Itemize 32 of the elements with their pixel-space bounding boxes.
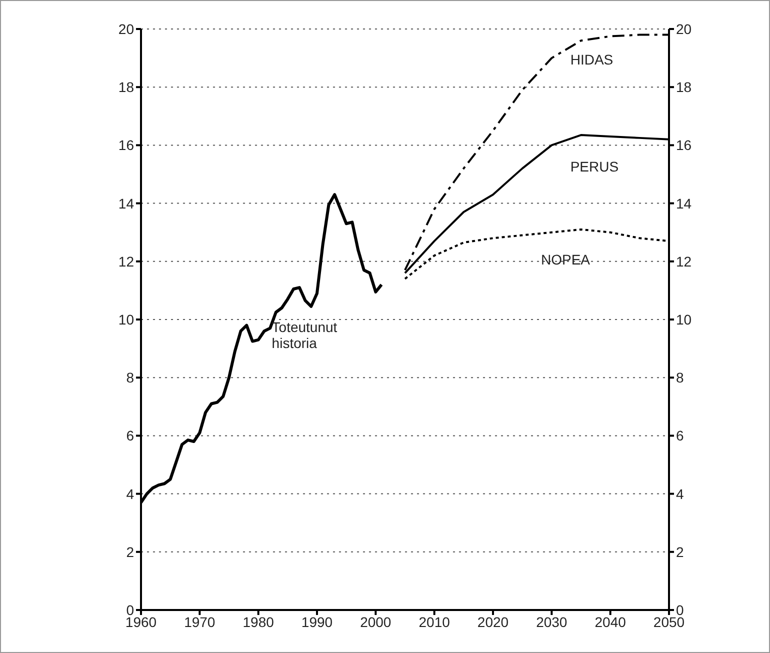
y2-tick-label: 6	[676, 428, 684, 444]
x-tick-label: 2020	[477, 614, 509, 630]
y2-tick-label: 18	[676, 79, 692, 96]
y-tick-label: 14	[118, 195, 134, 212]
x-tick-label: 2010	[418, 614, 450, 630]
y-tick-label: 6	[126, 428, 134, 444]
series-label: Toteutunut historia	[272, 318, 338, 351]
y-tick-label: 12	[118, 253, 134, 270]
y2-tick-label: 8	[676, 370, 684, 386]
series-label: HIDAS	[570, 51, 614, 68]
y2-tick-label: 10	[676, 311, 692, 328]
y2-tick-label: 4	[676, 486, 684, 502]
x-tick-label: 2000	[360, 614, 392, 630]
y-tick-label: 8	[126, 370, 134, 386]
series-label: NOPEA	[541, 251, 591, 268]
x-tick-label: 2030	[536, 614, 568, 630]
x-tick-label: 1990	[301, 614, 333, 630]
x-tick-label: 1970	[184, 614, 216, 630]
y-tick-label: 10	[118, 311, 134, 328]
series-label: PERUS	[570, 158, 619, 174]
y-tick-label: 4	[126, 486, 134, 502]
y2-tick-label: 14	[676, 195, 692, 212]
y2-tick-label: 2	[676, 544, 684, 560]
y2-tick-label: 12	[676, 253, 692, 270]
y2-tick-label: 20	[676, 20, 692, 37]
y-tick-label: 2	[126, 544, 134, 560]
y-tick-label: 16	[118, 137, 134, 154]
y-tick-label: 18	[118, 79, 134, 96]
y2-tick-label: 16	[676, 137, 692, 154]
x-tick-label: 1980	[242, 614, 274, 630]
y-tick-label: 20	[118, 20, 134, 37]
x-tick-label: 2040	[594, 614, 626, 630]
